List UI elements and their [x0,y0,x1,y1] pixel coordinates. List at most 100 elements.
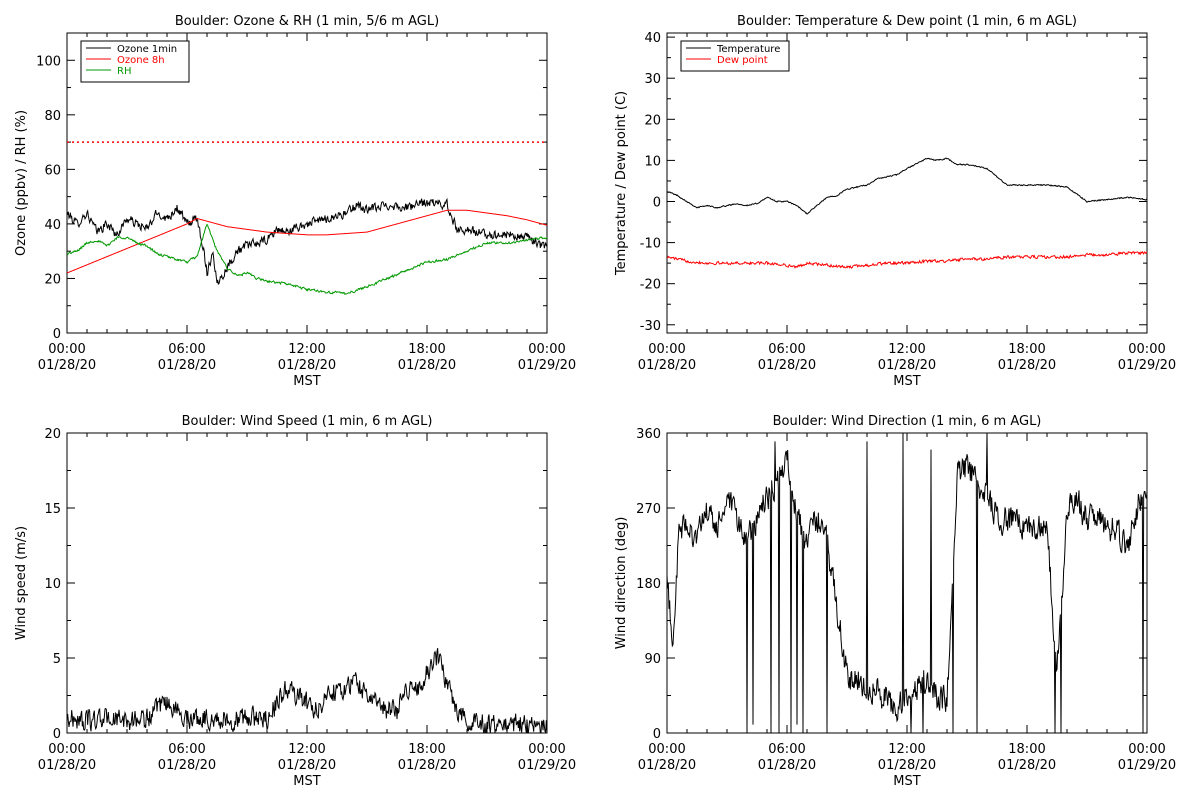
plot-frame [666,432,1148,734]
x-tick-time: 00:00 [648,742,685,757]
legend-label: Ozone 1min [117,44,177,55]
y-tick-label: 5 [53,652,61,667]
x-tick-time: 00:00 [528,342,565,357]
chart-title: Boulder: Ozone & RH (1 min, 5/6 m AGL) [175,14,439,29]
y-tick-label: 10 [644,154,661,169]
x-tick-date: 01/28/20 [158,358,216,373]
plot-area [667,433,1147,733]
y-tick-label: 30 [644,72,661,87]
chart-2: Boulder: Temperature & Dew point (1 min,… [614,14,1176,389]
x-tick-date: 01/28/20 [878,758,936,773]
y-tick-label: 0 [53,727,61,742]
chart-title: Boulder: Wind Speed (1 min, 6 m AGL) [182,414,433,429]
plot-frame [666,32,1148,334]
x-tick-time: 12:00 [888,342,925,357]
plot-frame [66,432,548,734]
x-tick-time: 12:00 [288,342,325,357]
x-tick-date: 01/28/20 [398,358,456,373]
x-tick-time: 00:00 [648,342,685,357]
y-axis-label: Temperature / Dew point (C) [614,91,629,276]
y-tick-label: 360 [636,427,661,442]
y-tick-label: 180 [636,577,661,592]
x-tick-time: 06:00 [168,742,205,757]
x-tick-date: 01/28/20 [398,758,456,773]
chart-title: Boulder: Wind Direction (1 min, 6 m AGL) [773,414,1042,429]
y-tick-label: 20 [644,113,661,128]
x-tick-date: 01/29/20 [518,758,576,773]
chart-1: Boulder: Ozone & RH (1 min, 5/6 m AGL)00… [14,14,576,389]
y-axis-label: Wind speed (m/s) [14,526,29,640]
chart-4: Boulder: Wind Direction (1 min, 6 m AGL)… [614,414,1176,789]
x-tick-date: 01/29/20 [518,358,576,373]
legend-label: Temperature [716,44,780,55]
y-axis-label: Ozone (ppbv) / RH (%) [14,110,29,256]
series-line-1 [667,433,1147,733]
x-tick-date: 01/28/20 [38,358,96,373]
x-axis-label: MST [293,374,320,389]
x-tick-date: 01/28/20 [638,358,696,373]
plot-area [67,648,547,733]
x-tick-date: 01/28/20 [158,758,216,773]
x-axis-label: MST [293,774,320,789]
x-tick-date: 01/28/20 [758,358,816,373]
y-tick-label: 20 [44,427,61,442]
legend-box [680,40,790,72]
x-tick-date: 01/29/20 [1118,358,1176,373]
x-tick-date: 01/28/20 [758,758,816,773]
y-tick-label: 40 [44,218,61,233]
x-tick-time: 00:00 [528,742,565,757]
x-tick-time: 18:00 [408,742,445,757]
y-tick-label: 0 [653,195,661,210]
x-tick-date: 01/28/20 [878,358,936,373]
y-tick-label: 40 [644,31,661,46]
plot-area [667,157,1147,269]
series-line-1 [67,197,547,285]
x-tick-time: 00:00 [1128,742,1165,757]
x-tick-time: 00:00 [48,342,85,357]
y-tick-label: 100 [36,54,61,69]
chart-3: Boulder: Wind Speed (1 min, 6 m AGL) 00:0… [14,414,576,789]
x-tick-time: 18:00 [408,342,445,357]
x-tick-date: 01/28/20 [278,358,336,373]
x-tick-time: 06:00 [168,342,205,357]
y-tick-label: -20 [640,278,661,293]
x-tick-date: 01/29/20 [1118,758,1176,773]
series-line-1 [67,648,547,733]
x-tick-time: 18:00 [1008,342,1045,357]
legend-label: Ozone 8h [117,55,165,66]
x-tick-time: 06:00 [768,742,805,757]
x-tick-time: 12:00 [888,742,925,757]
y-tick-label: 60 [44,163,61,178]
x-axis-label: MST [893,774,920,789]
y-tick-label: 270 [636,502,661,517]
x-tick-date: 01/28/20 [638,758,696,773]
series-line-3 [67,223,547,296]
legend-label: Dew point [717,55,768,66]
y-tick-label: 80 [44,109,61,124]
y-tick-label: -30 [640,319,661,334]
x-tick-date: 01/28/20 [38,758,96,773]
x-tick-time: 00:00 [1128,342,1165,357]
x-tick-time: 06:00 [768,342,805,357]
y-tick-label: 15 [44,502,61,517]
x-axis-label: MST [893,374,920,389]
y-tick-label: -10 [640,237,661,252]
y-axis-label: Wind direction (deg) [614,517,629,650]
x-tick-date: 01/28/20 [278,758,336,773]
x-tick-date: 01/28/20 [998,358,1056,373]
chart-title: Boulder: Temperature & Dew point (1 min,… [737,14,1077,29]
plot-area [67,141,547,296]
y-tick-label: 10 [44,577,61,592]
series-line-2 [667,250,1147,269]
series-line-1 [667,157,1147,215]
y-tick-label: 20 [44,272,61,287]
legend-label: RH [117,66,131,77]
x-tick-time: 00:00 [48,742,85,757]
x-tick-date: 01/28/20 [998,758,1056,773]
y-tick-label: 0 [53,327,61,342]
series-line-2 [67,209,547,274]
x-tick-time: 18:00 [1008,742,1045,757]
